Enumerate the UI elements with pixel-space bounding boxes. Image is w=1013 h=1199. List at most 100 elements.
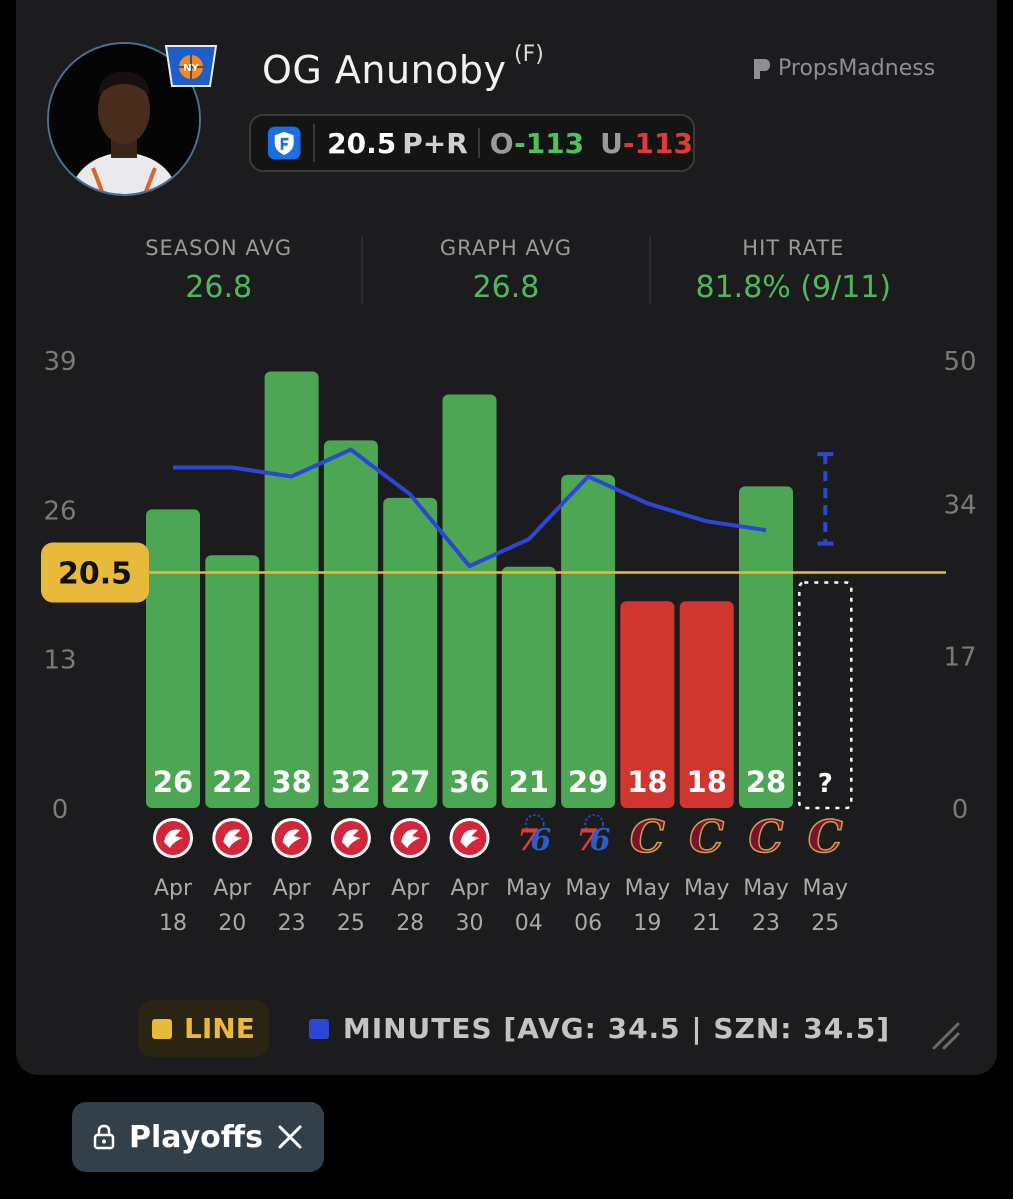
x-tick-day: 18: [159, 911, 187, 936]
bar: [561, 474, 616, 808]
stat-hit-rate: HIT RATE 81.8% (9/11): [648, 236, 936, 305]
bar: [264, 371, 319, 808]
y-left-tick: 39: [43, 347, 76, 377]
bar-value-label: 28: [746, 765, 786, 799]
y-right-tick: 34: [943, 490, 976, 520]
bar-value-label: 26: [153, 765, 193, 799]
y-right-tick: 17: [943, 643, 976, 673]
under-odds: -113: [622, 126, 693, 160]
prop-line-badge: [41, 542, 149, 603]
stat-label: GRAPH AVG: [439, 236, 573, 260]
bar: [146, 509, 200, 808]
chart-legend: LINE MINUTES [AVG: 34.5 | SZN: 34.5]: [138, 1000, 890, 1057]
sixers-logo-icon: 7: [577, 823, 598, 858]
legend-minutes-label: MINUTES [AVG: 34.5 | SZN: 34.5]: [342, 1012, 891, 1045]
x-tick-day: 28: [396, 911, 424, 936]
stats-row: SEASON AVG 26.8 GRAPH AVG 26.8 HIT RATE …: [76, 236, 936, 305]
legend-line-label: LINE: [184, 1012, 255, 1045]
x-tick-day: 25: [337, 911, 365, 936]
pill-divider: [313, 124, 316, 162]
over-odds: -113: [514, 126, 585, 160]
stat-season-avg: SEASON AVG 26.8: [76, 236, 361, 305]
x-tick-month: Apr: [273, 876, 312, 901]
knicks-logo: NY: [164, 45, 218, 87]
lock-icon: [93, 1124, 115, 1150]
close-icon[interactable]: [277, 1124, 303, 1150]
x-tick-day: 23: [278, 911, 306, 936]
hawks-logo-icon: [401, 829, 421, 848]
y-right-tick: 50: [943, 347, 976, 377]
x-tick-month: Apr: [213, 876, 252, 901]
bar: [442, 394, 497, 808]
brand-logo: PropsMadness: [752, 56, 935, 81]
hawks-logo-icon: [460, 829, 480, 848]
svg-text:NY: NY: [183, 63, 199, 74]
stat-label: SEASON AVG: [145, 236, 293, 260]
x-tick-day: 21: [693, 911, 721, 936]
player-name: OG Anunoby: [262, 48, 507, 92]
legend-line-toggle[interactable]: LINE: [138, 1000, 269, 1057]
pill-divider: [477, 128, 480, 158]
minutes-line: [173, 447, 767, 569]
resize-handle-icon[interactable]: [928, 1018, 962, 1052]
game-log-chart: 39 26 13 0 50 34 17 0 26 22 38 32 27 36 21 29 18 18 28 ? 20.…: [41, 347, 977, 936]
cavaliers-logo-icon: C: [808, 812, 843, 863]
hawks-logo-icon: [223, 829, 243, 848]
x-tick-month: May: [803, 876, 848, 901]
bar: [620, 601, 675, 808]
x-tick-day: 25: [811, 911, 839, 936]
sixers-logo-icon: 7: [517, 823, 538, 858]
cavaliers-logo-icon: C: [748, 812, 783, 863]
bar: [679, 601, 734, 808]
prop-market: P+R: [402, 126, 468, 160]
sixers-logo-icon: [524, 814, 545, 834]
stat-value: 81.8% (9/11): [695, 270, 892, 305]
sixers-logo-icon: 6: [530, 823, 551, 858]
player-position: (F): [514, 42, 544, 67]
bar-value-label: 36: [449, 765, 489, 799]
x-tick-day: 23: [752, 911, 780, 936]
pending-bar-label: ?: [818, 769, 833, 799]
filter-label: Playoffs: [129, 1119, 263, 1155]
sixers-logo-icon: [584, 814, 604, 834]
stat-label: HIT RATE: [742, 236, 845, 260]
line-swatch: [152, 1018, 172, 1039]
bar: [323, 440, 378, 808]
x-tick-month: Apr: [450, 876, 489, 901]
minutes-swatch: [308, 1018, 329, 1039]
bar-value-label: 29: [568, 765, 608, 799]
fanduel-shield-icon: [267, 126, 301, 160]
x-tick-month: May: [565, 876, 610, 901]
legend-minutes-toggle[interactable]: MINUTES [AVG: 34.5 | SZN: 34.5]: [308, 1012, 891, 1045]
y-right-tick: 0: [952, 795, 969, 825]
bar: [383, 497, 438, 808]
filter-chip-playoffs[interactable]: Playoffs: [72, 1102, 324, 1172]
bar-value-label: 38: [271, 765, 311, 799]
hawks-logo-icon: [282, 829, 302, 848]
x-tick-day: 06: [574, 911, 602, 936]
bar-value-label: 18: [627, 765, 667, 799]
x-tick-day: 19: [633, 911, 661, 936]
x-tick-day: 20: [218, 911, 246, 936]
prop-line-pill[interactable]: 20.5 P+R O-113 U-113: [249, 114, 695, 172]
bar-value-label: 18: [687, 765, 727, 799]
y-left-tick: 26: [43, 496, 76, 526]
prop-line-value: 20.5: [327, 126, 397, 160]
under-label: U: [600, 126, 623, 160]
brand-name: PropsMadness: [778, 56, 936, 81]
bar-value-label: 21: [509, 765, 549, 799]
bar-value-label: 27: [390, 765, 430, 799]
x-tick-day: 30: [456, 911, 484, 936]
y-left-tick: 0: [52, 795, 69, 825]
x-tick-month: Apr: [391, 876, 430, 901]
bar: [739, 486, 793, 808]
x-tick-month: May: [625, 876, 670, 901]
y-left-tick: 13: [43, 646, 76, 676]
over-label: O: [489, 126, 515, 160]
cavaliers-logo-icon: C: [689, 812, 724, 863]
sixers-logo-icon: 6: [590, 823, 611, 858]
x-tick-month: May: [506, 876, 551, 901]
stat-graph-avg: GRAPH AVG 26.8: [361, 236, 648, 305]
x-tick-month: May: [684, 876, 729, 901]
hawks-logo-icon: [164, 829, 183, 848]
